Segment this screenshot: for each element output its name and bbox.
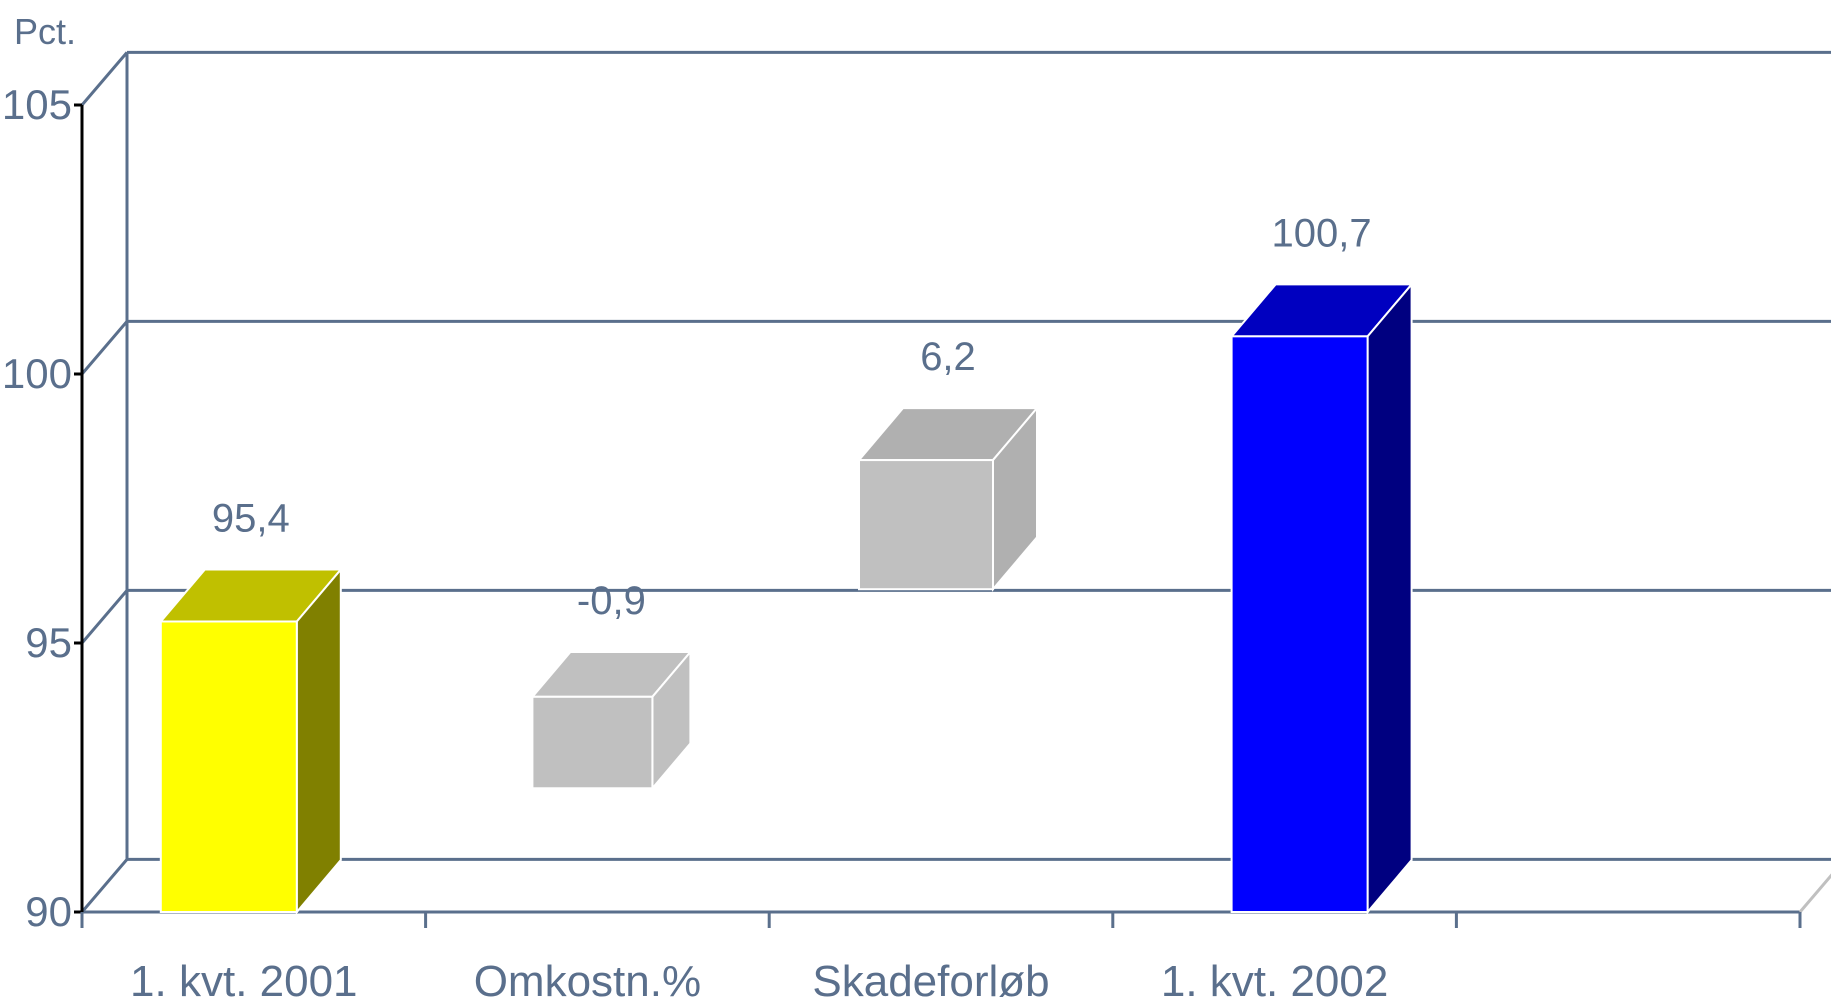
grid-depth-line <box>80 51 129 106</box>
bar-front-face <box>858 459 994 591</box>
x-tick-label: 1. kvt. 2002 <box>1161 957 1388 1006</box>
grid-depth-line <box>80 320 129 375</box>
bar-side-face <box>1366 281 1413 915</box>
grid-depth-line <box>80 589 129 644</box>
axis-layer: 90 95 100 105 1. kvt. 2001 Omkostn.% Skadeforl… <box>2 81 1831 1006</box>
y-tick-label: 90 <box>25 888 72 935</box>
data-label: 100,7 <box>1272 211 1372 255</box>
bar-front-face <box>159 620 298 913</box>
bar-side-face <box>295 566 342 915</box>
data-label: 95,4 <box>212 497 290 541</box>
y-tick-label: 95 <box>25 619 72 666</box>
bar-3 <box>856 405 1040 592</box>
bar-front-face <box>1230 335 1369 913</box>
data-label: -0,9 <box>577 579 646 623</box>
floor-right-edge <box>1798 873 1831 913</box>
grid-layer <box>80 50 1831 913</box>
bar-layer <box>158 281 1414 915</box>
x-tick-label: Skadeforløb <box>812 957 1049 1006</box>
y-tick-label: 100 <box>2 350 72 397</box>
bar-1 <box>158 566 343 915</box>
bar-2 <box>530 649 693 791</box>
y-axis-unit-label: Pct. <box>14 11 76 52</box>
bar-front-face <box>531 695 654 790</box>
x-tick-label: 1. kvt. 2001 <box>130 957 357 1006</box>
label-layer: 95,4 -0,9 6,2 100,7 <box>212 211 1372 623</box>
data-label: 6,2 <box>920 335 976 379</box>
grid-depth-line <box>80 858 129 913</box>
bar-4 <box>1229 281 1414 915</box>
x-tick-label: Omkostn.% <box>474 957 701 1006</box>
y-tick-label: 105 <box>2 81 72 128</box>
